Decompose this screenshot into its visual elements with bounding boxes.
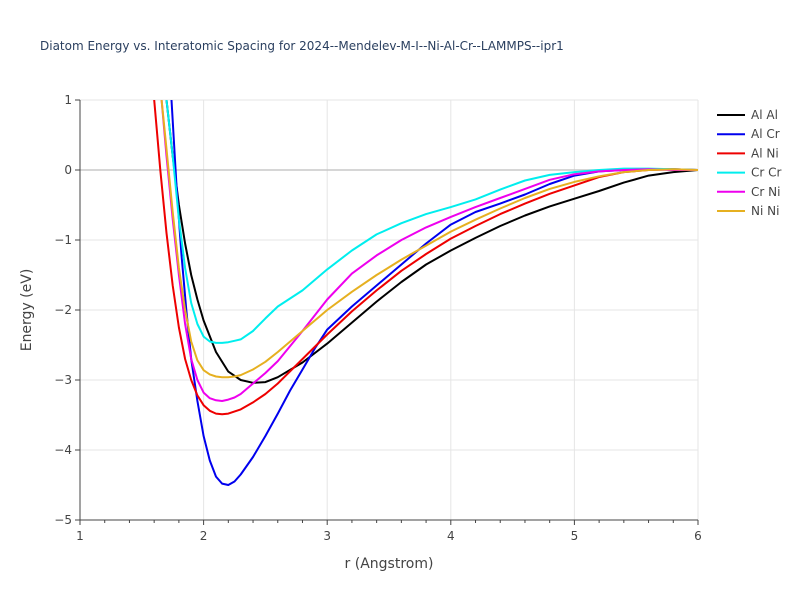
axes: 1 2 3 4 5 6 −5 −4 −3 −2 −1 0 1 xyxy=(54,93,702,543)
legend-label: Al Cr xyxy=(751,127,780,141)
series-line-ni-ni xyxy=(160,100,698,379)
y-tick-label: −2 xyxy=(54,303,72,317)
y-tick-label: 0 xyxy=(64,163,72,177)
x-tick-label: 6 xyxy=(694,529,702,543)
legend-item[interactable]: Al Al xyxy=(717,108,778,122)
x-tick-label: 1 xyxy=(76,529,84,543)
y-tick-label: 1 xyxy=(64,93,72,107)
legend-label: Ni Ni xyxy=(751,204,779,218)
series-line-al-cr xyxy=(170,100,698,486)
legend-label: Cr Cr xyxy=(751,166,782,180)
legend-label: Al Al xyxy=(751,108,778,122)
plot-area xyxy=(153,100,698,486)
y-tick-label: −4 xyxy=(54,443,72,457)
legend-item[interactable]: Al Ni xyxy=(717,146,779,160)
x-tick-label: 2 xyxy=(200,529,208,543)
legend: Al Al Al Cr Al Ni Cr Cr Cr Ni Ni Ni xyxy=(717,108,782,218)
legend-label: Cr Ni xyxy=(751,185,780,199)
series-line-al-al xyxy=(165,100,698,384)
chart-title: Diatom Energy vs. Interatomic Spacing fo… xyxy=(40,39,564,53)
x-tick-label: 4 xyxy=(447,529,455,543)
legend-item[interactable]: Ni Ni xyxy=(717,204,779,218)
x-axis-title: r (Angstrom) xyxy=(345,556,434,572)
legend-item[interactable]: Cr Cr xyxy=(717,166,782,180)
series-line-al-ni xyxy=(153,100,698,416)
legend-label: Al Ni xyxy=(751,146,779,160)
y-tick-label: −5 xyxy=(54,513,72,527)
legend-item[interactable]: Cr Ni xyxy=(717,185,780,199)
x-tick-label: 3 xyxy=(323,529,331,543)
y-axis-title: Energy (eV) xyxy=(19,269,35,352)
x-tick-label: 5 xyxy=(571,529,579,543)
y-tick-label: −1 xyxy=(54,233,72,247)
legend-item[interactable]: Al Cr xyxy=(717,127,780,141)
series-line-cr-ni xyxy=(160,100,698,402)
y-tick-label: −3 xyxy=(54,373,72,387)
series-line-cr-cr xyxy=(165,100,698,344)
